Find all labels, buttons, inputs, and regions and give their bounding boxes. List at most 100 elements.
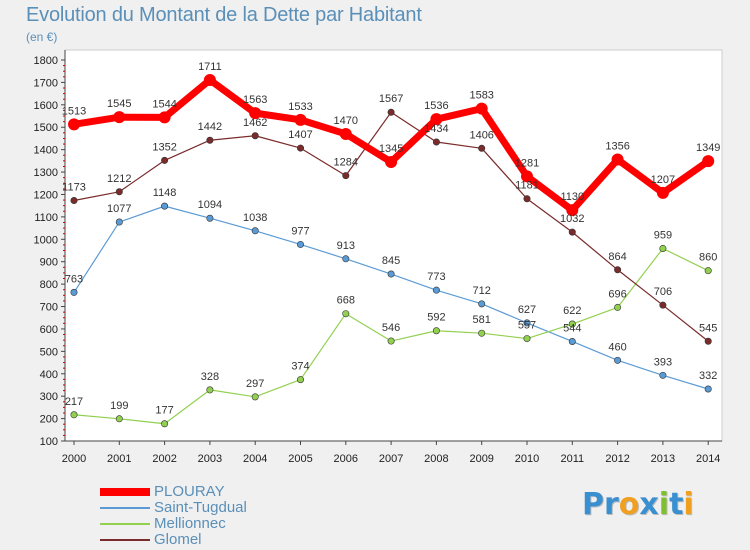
data-label: 544 bbox=[563, 322, 581, 334]
data-point bbox=[478, 300, 486, 308]
data-point bbox=[206, 214, 214, 222]
data-label: 460 bbox=[608, 341, 626, 353]
data-label: 1711 bbox=[198, 61, 222, 73]
y-tick-label: 800 bbox=[40, 279, 58, 291]
data-point bbox=[70, 197, 78, 205]
x-tick-label: 2001 bbox=[107, 453, 131, 465]
data-label: 1470 bbox=[334, 115, 358, 127]
chart-title: Evolution du Montant de la Dette par Hab… bbox=[26, 4, 422, 26]
series-plouray bbox=[68, 73, 715, 217]
data-point bbox=[475, 102, 488, 115]
series-saint-tugdual bbox=[70, 202, 712, 393]
data-label: 1173 bbox=[62, 182, 86, 194]
data-label: 1545 bbox=[107, 98, 131, 110]
data-label: 1583 bbox=[469, 90, 493, 102]
data-label: 1407 bbox=[288, 129, 312, 141]
data-point bbox=[342, 255, 350, 263]
x-tick-label: 2008 bbox=[424, 453, 448, 465]
data-label: 913 bbox=[337, 240, 355, 252]
y-tick-label: 1700 bbox=[34, 77, 58, 89]
data-label: 374 bbox=[291, 361, 309, 373]
data-label: 592 bbox=[427, 312, 445, 324]
x-tick-label: 2010 bbox=[515, 453, 539, 465]
data-point bbox=[659, 371, 667, 379]
data-label: 773 bbox=[427, 271, 445, 283]
y-tick-label: 200 bbox=[40, 414, 58, 426]
data-label: 1077 bbox=[107, 203, 131, 215]
data-point bbox=[296, 144, 304, 152]
data-label: 864 bbox=[608, 251, 626, 263]
y-tick-label: 400 bbox=[40, 369, 58, 381]
data-label: 622 bbox=[563, 305, 581, 317]
y-tick-label: 1000 bbox=[34, 234, 58, 246]
data-point bbox=[659, 244, 667, 252]
data-point bbox=[115, 415, 123, 423]
data-label: 328 bbox=[201, 371, 219, 383]
data-label: 199 bbox=[110, 400, 128, 412]
data-label: 393 bbox=[654, 356, 672, 368]
data-point bbox=[296, 376, 304, 384]
data-point bbox=[568, 337, 576, 345]
logo-letter: i bbox=[658, 487, 670, 522]
y-tick-label: 500 bbox=[40, 346, 58, 358]
data-label: 1281 bbox=[515, 157, 539, 169]
data-point bbox=[161, 420, 169, 428]
logo-letter: r bbox=[604, 487, 619, 522]
data-point bbox=[203, 73, 216, 86]
data-label: 763 bbox=[65, 273, 83, 285]
data-point bbox=[339, 127, 352, 140]
data-point bbox=[704, 337, 712, 345]
x-tick-label: 2004 bbox=[243, 453, 267, 465]
legend-swatch bbox=[100, 488, 150, 496]
data-point bbox=[704, 267, 712, 275]
data-point bbox=[478, 329, 486, 337]
data-point bbox=[656, 186, 669, 199]
data-label: 1094 bbox=[198, 199, 222, 211]
y-tick-label: 1400 bbox=[34, 145, 58, 157]
data-point bbox=[523, 335, 531, 343]
data-label: 1567 bbox=[379, 93, 403, 105]
data-label: 1352 bbox=[152, 141, 176, 153]
series-mellionnec bbox=[70, 244, 712, 428]
legend-label: PLOURAY bbox=[154, 483, 225, 500]
data-point bbox=[387, 270, 395, 278]
data-label: 1212 bbox=[107, 173, 131, 185]
legend-label: Mellionnec bbox=[154, 515, 226, 532]
data-point bbox=[161, 156, 169, 164]
data-label: 696 bbox=[608, 288, 626, 300]
data-label: 1536 bbox=[424, 100, 448, 112]
logo-letter: o bbox=[618, 487, 640, 522]
data-label: 1434 bbox=[424, 123, 448, 135]
data-point bbox=[478, 144, 486, 152]
data-label: 1130 bbox=[560, 191, 584, 203]
data-label: 1349 bbox=[696, 142, 720, 154]
data-point bbox=[614, 266, 622, 274]
x-tick-label: 2007 bbox=[379, 453, 403, 465]
data-label: 1563 bbox=[243, 94, 267, 106]
data-label: 332 bbox=[699, 370, 717, 382]
x-tick-label: 2009 bbox=[469, 453, 493, 465]
x-tick-label: 2013 bbox=[651, 453, 675, 465]
logo-letter: i bbox=[683, 487, 694, 522]
data-point bbox=[702, 155, 715, 168]
x-tick-label: 2000 bbox=[62, 453, 86, 465]
data-point bbox=[294, 113, 307, 126]
data-point bbox=[614, 356, 622, 364]
series-glomel bbox=[70, 108, 712, 345]
data-label: 1544 bbox=[152, 98, 176, 110]
data-point bbox=[161, 202, 169, 210]
y-tick-label: 600 bbox=[40, 324, 58, 336]
data-label: 712 bbox=[473, 285, 491, 297]
data-label: 177 bbox=[155, 405, 173, 417]
y-tick-label: 900 bbox=[40, 257, 58, 269]
data-point bbox=[704, 385, 712, 393]
data-point bbox=[430, 113, 443, 126]
y-tick-label: 1600 bbox=[34, 100, 58, 112]
data-label: 1462 bbox=[243, 117, 267, 129]
data-label: 959 bbox=[654, 229, 672, 241]
data-label: 1356 bbox=[605, 141, 629, 153]
data-point bbox=[659, 301, 667, 309]
data-label: 977 bbox=[291, 225, 309, 237]
y-tick-label: 1800 bbox=[34, 55, 58, 67]
